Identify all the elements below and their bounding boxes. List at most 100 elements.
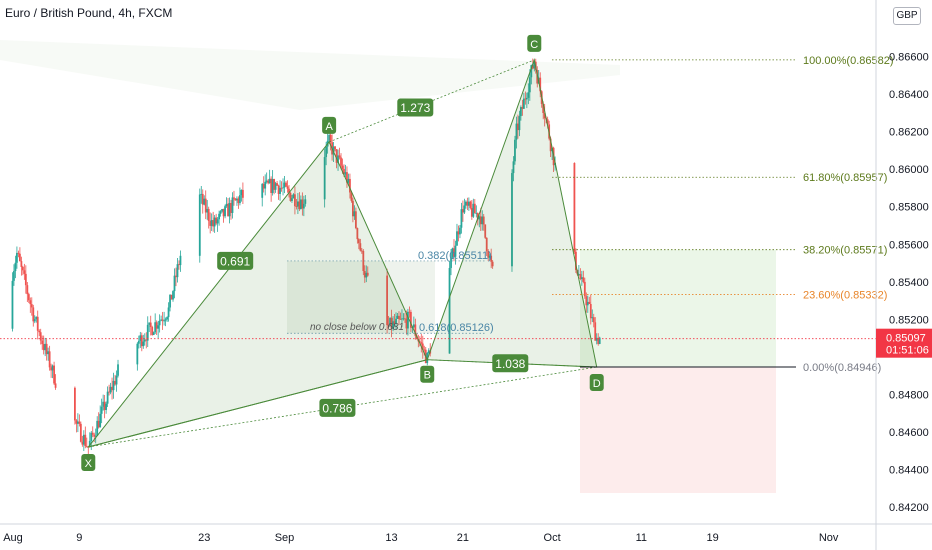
candle-body <box>418 341 421 343</box>
candle-body <box>427 350 430 354</box>
candle-body <box>577 274 580 275</box>
ratio-badge-bg <box>397 98 434 117</box>
candle-body <box>359 243 362 251</box>
candle-body <box>323 157 326 200</box>
time-tick-label: 13 <box>385 532 397 544</box>
candle-body <box>20 261 23 267</box>
candle-body <box>366 272 369 276</box>
candle-body <box>448 267 451 354</box>
candle-body <box>353 211 356 217</box>
candle-body <box>404 318 406 320</box>
candle-body <box>476 213 479 220</box>
candle-body <box>82 434 85 445</box>
candle-body <box>13 271 15 281</box>
candle-body <box>393 321 396 324</box>
candle-body <box>276 183 278 186</box>
candle-body <box>294 194 296 207</box>
candle-body <box>543 113 546 119</box>
pattern-point-badge <box>322 116 337 134</box>
candle-body <box>329 134 332 143</box>
candle-body <box>518 116 521 131</box>
candle-body <box>282 187 284 189</box>
candle-body <box>539 77 542 92</box>
candle-body <box>30 304 33 308</box>
candle-body <box>149 322 152 328</box>
candle-body <box>90 432 93 441</box>
candle-body <box>462 209 464 213</box>
ratio-badge-label: 0.786 <box>322 401 352 415</box>
candle-body <box>108 391 110 393</box>
candle-body <box>84 434 87 447</box>
candle-body <box>85 446 88 447</box>
candle-body <box>148 322 151 325</box>
price-tick-label: 0.85200 <box>889 314 929 326</box>
candle-body <box>524 98 527 100</box>
ratio-badge-bg <box>319 398 356 417</box>
candle-body <box>478 216 481 220</box>
candle-body <box>528 77 531 93</box>
candle-body <box>44 343 47 351</box>
candle-body <box>151 327 154 335</box>
candle-body <box>105 403 108 410</box>
candle-body <box>154 322 157 333</box>
candle-body <box>347 178 350 183</box>
candle-body <box>512 161 515 174</box>
candle-body <box>227 203 229 217</box>
pattern-point-c: C <box>527 34 542 52</box>
candle-body <box>157 325 160 329</box>
ratio-line-ac <box>328 59 535 143</box>
candle-body <box>335 149 338 163</box>
currency-badge[interactable]: GBP <box>893 7 921 25</box>
candle-body <box>11 280 14 329</box>
candle-body <box>481 216 484 225</box>
candle-body <box>114 380 116 385</box>
candle-body <box>112 380 115 391</box>
candle-body <box>117 364 119 376</box>
candle-body <box>398 315 400 320</box>
candle-body <box>76 421 79 424</box>
candle-body <box>491 261 494 267</box>
candle-body <box>239 195 241 204</box>
pattern-point-label: X <box>85 458 93 470</box>
candle-body <box>586 301 589 306</box>
candle-body <box>356 228 359 240</box>
candle-body <box>163 320 165 322</box>
candle-body <box>482 216 485 225</box>
candle-body <box>179 255 182 266</box>
candle-body <box>93 434 96 437</box>
candle-body <box>111 386 113 391</box>
candle-body <box>228 202 231 217</box>
candle-body <box>467 201 470 206</box>
candle-body <box>585 296 588 306</box>
candle-body <box>297 201 299 207</box>
time-tick-label: Nov <box>819 532 839 544</box>
price-tick-label: 0.84400 <box>889 465 929 477</box>
time-tick-label: 21 <box>457 532 469 544</box>
price-tick-label: 0.84800 <box>889 389 929 401</box>
candle-body <box>175 275 177 278</box>
candle-body <box>357 239 360 244</box>
candle-body <box>24 273 27 286</box>
price-tick-label: 0.85600 <box>889 239 929 251</box>
candle-body <box>360 250 363 252</box>
candle-body <box>146 324 149 341</box>
retracement-label: 0.382(0.85511) <box>418 250 492 262</box>
retracement-label: 0.618(0.85126) <box>419 322 494 334</box>
candle-body <box>409 311 412 328</box>
candle-body <box>88 440 91 448</box>
candle-body <box>219 211 222 214</box>
candle-body <box>459 227 461 235</box>
stop-zone <box>580 367 776 494</box>
candle-body <box>106 391 109 404</box>
candle-body <box>583 281 586 297</box>
candle-body <box>139 335 142 341</box>
candle-body <box>390 317 393 329</box>
candle-body <box>520 107 522 117</box>
time-tick-label: Oct <box>544 532 561 544</box>
candle-body <box>363 270 366 278</box>
candle-body <box>81 441 84 445</box>
candle-body <box>392 321 394 329</box>
candle-body <box>531 65 534 69</box>
faded-projection-shape <box>0 40 620 110</box>
